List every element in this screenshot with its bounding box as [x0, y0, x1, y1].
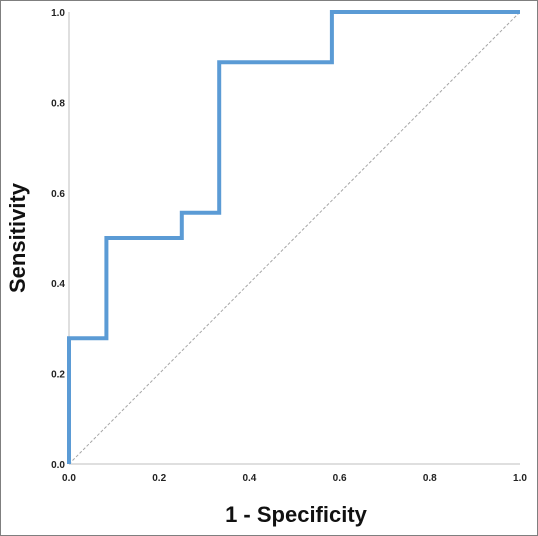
- y-tick-label: 0.4: [51, 279, 65, 290]
- x-tick-label: 0.6: [333, 473, 347, 484]
- x-tick-label: 0.8: [423, 473, 437, 484]
- series: [67, 10, 521, 465]
- reference-diagonal-line: [68, 11, 521, 465]
- tick-labels: 0.0 0.2 0.4 0.6 0.8 1.0 0.0 0.2 0.4 0.6 0.8 1.0: [51, 8, 527, 484]
- y-axis-title: Sensitivity: [5, 182, 30, 293]
- y-tick-label: 0.6: [51, 189, 65, 200]
- roc-curve-line: [67, 10, 520, 464]
- x-axis-title: 1 - Specificity: [225, 502, 368, 527]
- y-tick-label: 1.0: [51, 8, 65, 19]
- x-tick-label: 0.2: [152, 473, 166, 484]
- x-tick-label: 0.4: [242, 473, 256, 484]
- x-tick-label: 0.0: [62, 473, 76, 484]
- y-tick-label: 0.2: [51, 370, 65, 381]
- y-tick-label: 0.0: [51, 460, 65, 471]
- y-tick-label: 0.8: [51, 98, 65, 109]
- x-tick-label: 1.0: [513, 473, 527, 484]
